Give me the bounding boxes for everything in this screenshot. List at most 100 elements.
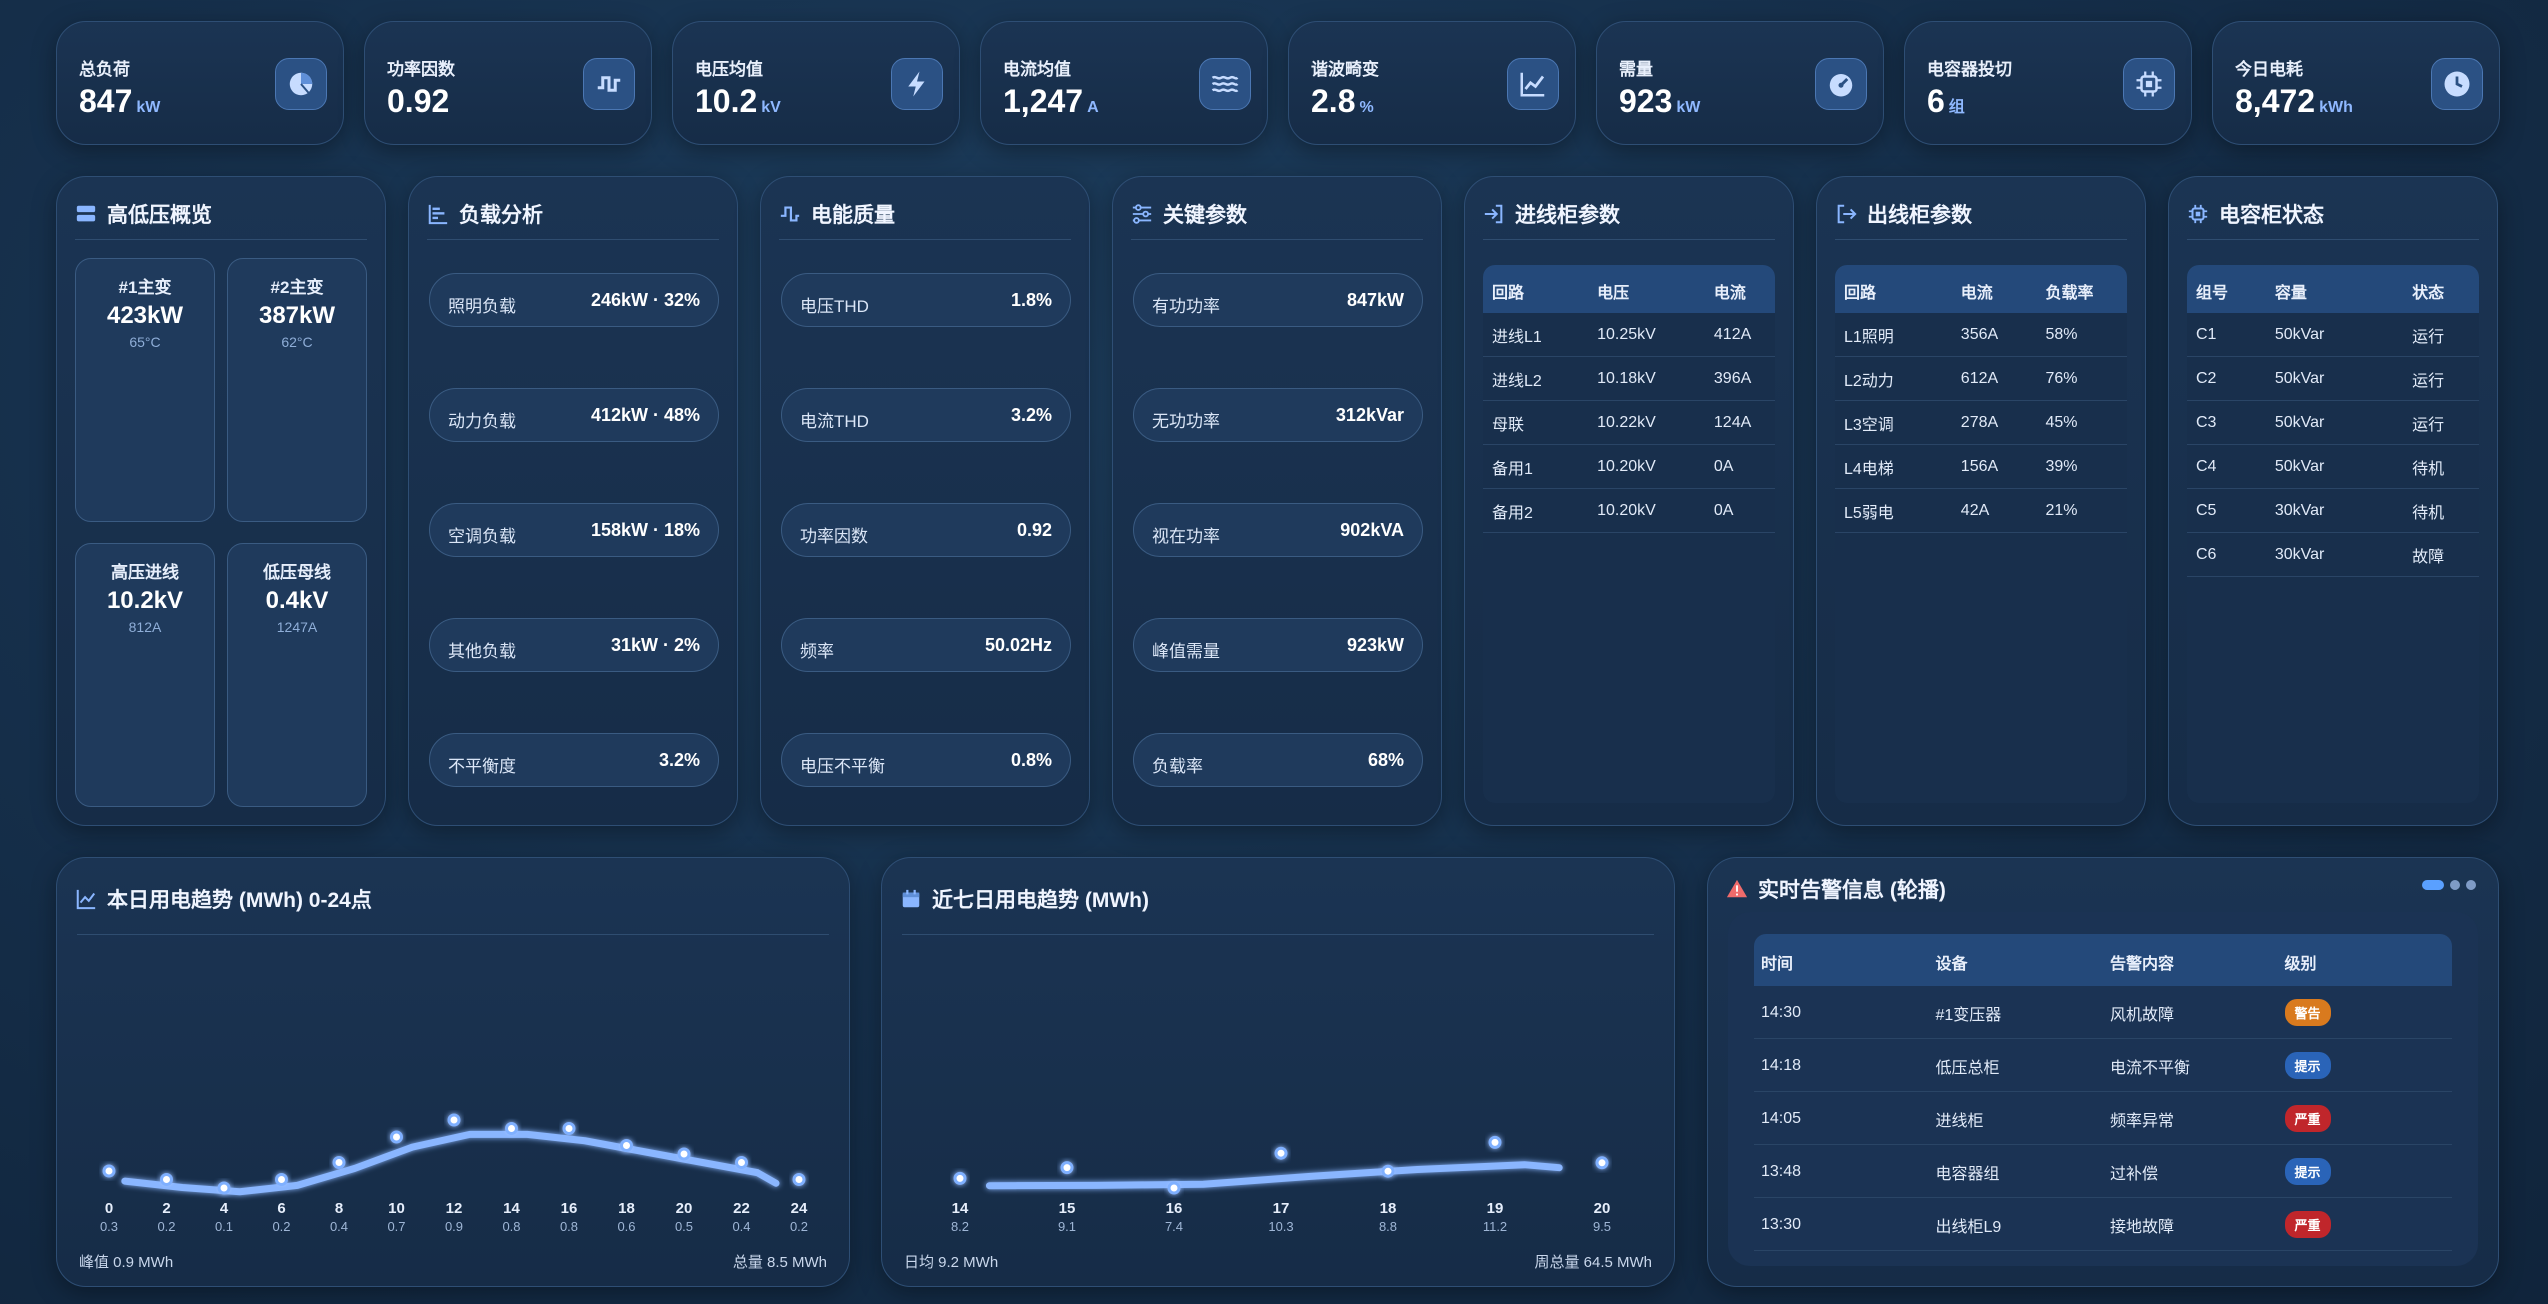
table-cell: 42A	[1951, 488, 2037, 533]
kpi-card[interactable]: 电流均值 1,247 A	[980, 21, 1268, 145]
table-row[interactable]: L5弱电 42A 21%	[1835, 488, 2127, 533]
data-label: 0.2	[157, 1219, 175, 1234]
tile-value: 10.2kV	[106, 587, 184, 614]
tile-transformer-2[interactable]: #2主变 387kW 62°C	[227, 258, 367, 522]
params-row[interactable]: 有功功率 847kW	[1133, 273, 1423, 327]
column-header: 电流	[1704, 265, 1775, 313]
data-point	[953, 1171, 967, 1185]
table-row[interactable]: 进线L1 10.25kV 412A	[1483, 313, 1775, 357]
gauge-icon	[1829, 74, 1853, 97]
tile-lv-bus[interactable]: 低压母线 0.4kV 1247A	[227, 543, 367, 807]
table-row[interactable]: C1 50kVar 运行	[2187, 313, 2479, 357]
table-cell: 356A	[1951, 313, 2037, 357]
data-label: 9.1	[1058, 1219, 1076, 1234]
load-row[interactable]: 照明负载 246kW · 32%	[429, 273, 719, 327]
kpi-card[interactable]: 功率因数 0.92	[364, 21, 652, 145]
table-row[interactable]: L2动力 612A 76%	[1835, 356, 2127, 401]
data-point	[1167, 1181, 1181, 1195]
alert-row[interactable]: 14:30 #1变压器 风机故障 警告	[1754, 986, 2452, 1039]
table-row[interactable]: 进线L2 10.18kV 396A	[1483, 356, 1775, 401]
alert-row[interactable]: 13:48 电容器组 过补偿 提示	[1754, 1144, 2452, 1198]
incoming-table: 回路 电压 电流 进线L1 10.25kV 412A 进线L2 10.18kV 396A 母联 10…	[1483, 265, 1775, 803]
row-label: 其他负载	[448, 642, 516, 661]
x-tick-label: 8	[335, 1200, 343, 1217]
data-point	[735, 1156, 748, 1169]
kpi-label: 谐波畸变	[1311, 60, 1379, 79]
bolt-icon-box	[891, 58, 943, 110]
alert-row[interactable]: 13:30 出线柜L9 接地故障 严重	[1754, 1197, 2452, 1251]
kpi-label: 电压均值	[695, 60, 763, 79]
kpi-card[interactable]: 谐波畸变 2.8%	[1288, 21, 1576, 145]
carousel-dots[interactable]	[2422, 880, 2476, 890]
data-label: 8.8	[1379, 1219, 1397, 1234]
load-title: 负载分析	[427, 199, 543, 229]
params-row[interactable]: 峰值需量 923kW	[1133, 618, 1423, 672]
table-cell: 10.20kV	[1588, 444, 1705, 489]
alert-level-cell: 严重	[2277, 1091, 2452, 1145]
table-row[interactable]: L1照明 356A 58%	[1835, 313, 2127, 357]
trend-icon	[1520, 72, 1545, 97]
tile-sub: 1247A	[276, 619, 318, 635]
table-row[interactable]: C2 50kVar 运行	[2187, 356, 2479, 401]
data-label: 9.5	[1593, 1219, 1611, 1234]
quality-row[interactable]: 频率 50.02Hz	[781, 618, 1071, 672]
clock-icon	[2444, 71, 2470, 97]
alert-row[interactable]: 14:05 进线柜 频率异常 严重	[1754, 1091, 2452, 1145]
table-row[interactable]: C4 50kVar 待机	[2187, 444, 2479, 489]
weekly-total-note: 周总量 64.5 MWh	[1534, 1254, 1652, 1271]
overview-title: 高低压概览	[75, 199, 212, 229]
load-row[interactable]: 不平衡度 3.2%	[429, 733, 719, 787]
table-row[interactable]: L4电梯 156A 39%	[1835, 444, 2127, 489]
overview-title-text: 高低压概览	[107, 204, 212, 227]
kpi-card[interactable]: 电压均值 10.2 kV	[672, 21, 960, 145]
params-row[interactable]: 无功功率 312kVar	[1133, 388, 1423, 442]
capacitor-title: 电容柜状态	[2187, 199, 2324, 229]
alert-device: #1变压器	[1928, 986, 2103, 1039]
quality-row[interactable]: 功率因数 0.92	[781, 503, 1071, 557]
x-tick-label: 6	[277, 1200, 285, 1217]
alert-row[interactable]: 14:18 低压总柜 电流不平衡 提示	[1754, 1038, 2452, 1092]
load-row[interactable]: 动力负载 412kW · 48%	[429, 388, 719, 442]
tile-value: 0.4kV	[265, 587, 329, 614]
weekly-title: 近七日用电趋势 (MWh)	[900, 884, 1149, 914]
outgoing-panel: 出线柜参数 回路 电流 负载率 L1照明 356A 58% L2动力 612A 76% L3空调 2…	[1816, 176, 2146, 826]
kpi-value: 10.2 kV	[695, 83, 781, 119]
kpi-card[interactable]: 需量 923 kW	[1596, 21, 1884, 145]
quality-row[interactable]: 电流THD 3.2%	[781, 388, 1071, 442]
table-cell: 10.20kV	[1588, 488, 1705, 533]
load-row[interactable]: 其他负载 31kW · 2%	[429, 618, 719, 672]
carousel-dot[interactable]	[2466, 880, 2476, 890]
quality-row[interactable]: 电压不平衡 0.8%	[781, 733, 1071, 787]
alert-content: 电流不平衡	[2103, 1038, 2278, 1092]
params-row[interactable]: 视在功率 902kVA	[1133, 503, 1423, 557]
tile-hv-incoming[interactable]: 高压进线 10.2kV 812A	[75, 543, 215, 807]
x-tick-label: 15	[1059, 1200, 1076, 1217]
kpi-card[interactable]: 总负荷 847 kW	[56, 21, 344, 145]
kpi-card[interactable]: 电容器投切 6 组	[1904, 21, 2192, 145]
row-label: 无功功率	[1152, 412, 1220, 431]
table-cell: 运行	[2403, 400, 2479, 445]
table-row[interactable]: C3 50kVar 运行	[2187, 400, 2479, 445]
table-cell: 30kVar	[2265, 488, 2404, 533]
load-row[interactable]: 空调负载 158kW · 18%	[429, 503, 719, 557]
square-wave-icon	[780, 206, 800, 222]
quality-row[interactable]: 电压THD 1.8%	[781, 273, 1071, 327]
kpi-value: 847 kW	[79, 83, 161, 119]
table-row[interactable]: 备用1 10.20kV 0A	[1483, 444, 1775, 489]
capacitor-table: 组号 容量 状态 C1 50kVar 运行 C2 50kVar 运行 C3 50kVar 运行 C4 50…	[2187, 265, 2479, 803]
data-point	[1274, 1146, 1288, 1160]
table-row[interactable]: C5 30kVar 待机	[2187, 488, 2479, 533]
carousel-dot[interactable]	[2450, 880, 2460, 890]
tile-transformer-1[interactable]: #1主变 423kW 65°C	[75, 258, 215, 522]
table-row[interactable]: L3空调 278A 45%	[1835, 400, 2127, 445]
params-row[interactable]: 负载率 68%	[1133, 733, 1423, 787]
kpi-card[interactable]: 今日电耗 8,472 kWh	[2212, 21, 2500, 145]
data-point	[332, 1156, 346, 1169]
table-row[interactable]: 母联 10.22kV 124A	[1483, 400, 1775, 445]
row-value: 31kW · 2%	[610, 635, 700, 655]
table-row[interactable]: 备用2 10.20kV 0A	[1483, 488, 1775, 533]
table-row[interactable]: C6 30kVar 故障	[2187, 532, 2479, 577]
tile-sub: 812A	[128, 619, 162, 635]
carousel-dot-active[interactable]	[2422, 880, 2444, 890]
column-header: 状态	[2403, 265, 2479, 313]
